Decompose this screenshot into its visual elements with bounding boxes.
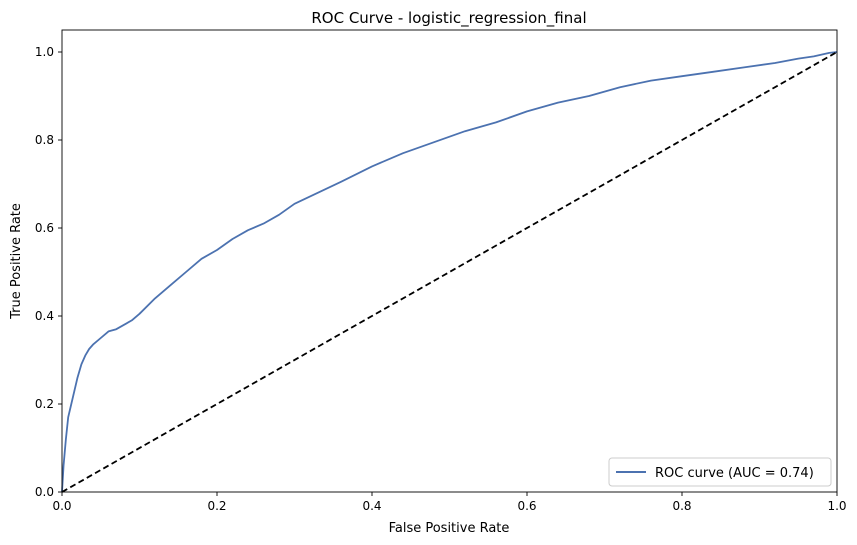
x-tick-label: 0.8 bbox=[672, 499, 691, 513]
roc-curve-line bbox=[61, 51, 838, 493]
x-tick-label: 0.2 bbox=[207, 499, 226, 513]
x-tick-label: 0.4 bbox=[362, 499, 381, 513]
y-tick-label: 0.2 bbox=[35, 397, 54, 411]
x-tick-label: 0.6 bbox=[517, 499, 536, 513]
y-axis-label: True Positive Rate bbox=[9, 203, 24, 320]
x-tick-label: 1.0 bbox=[827, 499, 846, 513]
y-tick-label: 0.0 bbox=[35, 485, 54, 499]
legend-label: ROC curve (AUC = 0.74) bbox=[655, 466, 814, 481]
y-tick-label: 0.6 bbox=[35, 221, 54, 235]
y-tick-label: 0.8 bbox=[35, 133, 54, 147]
legend-box bbox=[608, 457, 832, 487]
axes-frame bbox=[61, 29, 838, 493]
y-tick-label: 0.4 bbox=[35, 309, 54, 323]
y-tick-label: 1.0 bbox=[35, 45, 54, 59]
axis-ticks: 0.0 0.2 0.4 0.6 0.8 1.0 0.0 0.2 0.4 0.6 0.8 1.0 bbox=[35, 45, 847, 513]
x-tick-label: 0.0 bbox=[52, 499, 71, 513]
x-axis-label: False Positive Rate bbox=[389, 521, 510, 536]
legend: ROC curve (AUC = 0.74) bbox=[608, 457, 832, 487]
chart-title: ROC Curve - logistic_regression_final bbox=[311, 9, 586, 28]
chance-diagonal-line bbox=[61, 51, 838, 493]
plot-area bbox=[61, 51, 838, 493]
